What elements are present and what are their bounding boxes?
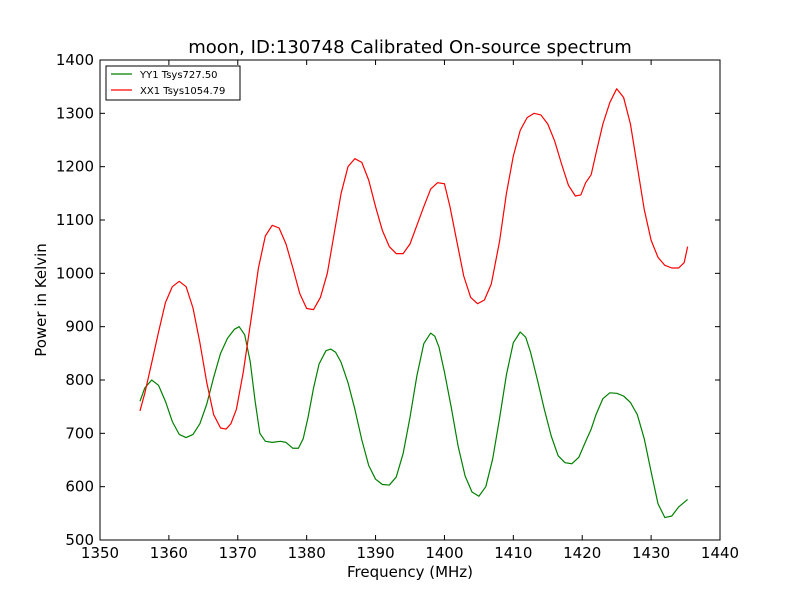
- y-tick-label: 800: [65, 371, 94, 389]
- series-line-yy1: [139, 326, 689, 519]
- legend-box: [105, 65, 241, 101]
- legend-entry-yy1: YY1 Tsys727.50: [139, 70, 218, 81]
- y-tick-label: 600: [65, 478, 94, 496]
- plot-frame: [99, 59, 721, 541]
- y-axis-label: Power in Kelvin: [32, 243, 50, 357]
- chart-title: moon, ID:130748 Calibrated On-source spe…: [188, 37, 632, 58]
- x-tick-label: 1420: [563, 544, 601, 562]
- plot-background: [100, 60, 720, 540]
- y-tick-label: 1100: [56, 211, 94, 229]
- series-line-xx1: [139, 88, 689, 430]
- x-tick-label: 1350: [81, 544, 119, 562]
- x-tick-label: 1370: [219, 544, 257, 562]
- x-axis-label: Frequency (MHz): [347, 563, 473, 581]
- y-tick-label: 700: [65, 424, 94, 442]
- x-tick-label: 1390: [356, 544, 394, 562]
- y-tick-label: 1000: [56, 264, 94, 282]
- x-tick-label: 1430: [632, 544, 670, 562]
- y-tick-label: 1200: [56, 158, 94, 176]
- ticks-layer: 1350 1360 1370 1380 1390 1400 1410 1420 1430 1440…: [56, 51, 739, 562]
- x-tick-label: 1400: [425, 544, 463, 562]
- y-tick-label: 500: [65, 531, 94, 549]
- x-tick-label: 1360: [150, 544, 188, 562]
- y-tick-label: 900: [65, 318, 94, 336]
- x-tick-label: 1440: [701, 544, 739, 562]
- legend-entry-xx1: XX1 Tsys1054.79: [140, 86, 225, 97]
- x-tick-label: 1410: [494, 544, 532, 562]
- series-layer: [139, 88, 689, 519]
- y-tick-label: 1300: [56, 104, 94, 122]
- plot-area: 1350 1360 1370 1380 1390 1400 1410 1420 1430 1440…: [56, 51, 739, 562]
- y-tick-label: 1400: [56, 51, 94, 69]
- legend: YY1 Tsys727.50 XX1 Tsys1054.79: [105, 65, 241, 101]
- x-tick-label: 1380: [288, 544, 326, 562]
